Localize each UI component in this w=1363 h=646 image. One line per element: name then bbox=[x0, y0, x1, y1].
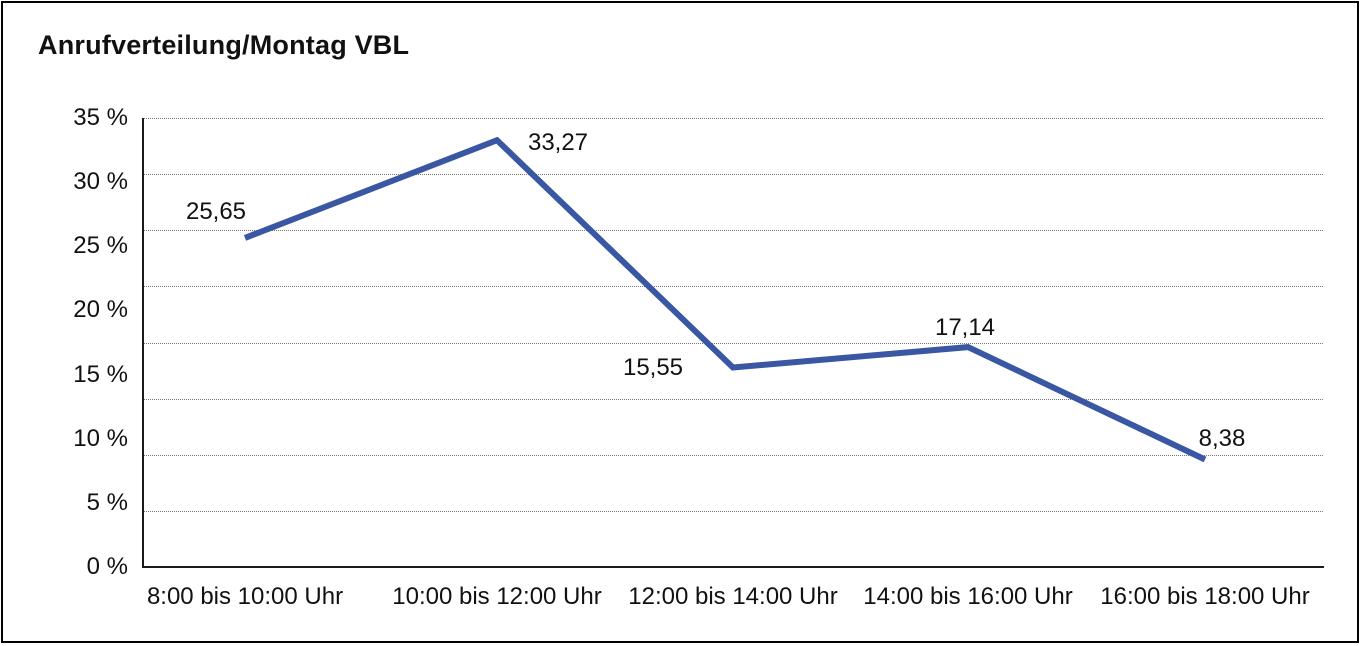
y-axis-line bbox=[142, 118, 144, 568]
y-tick-label: 0 % bbox=[86, 553, 128, 580]
y-tick-label: 35 % bbox=[73, 104, 128, 131]
y-tick-label: 5 % bbox=[86, 488, 128, 516]
data-point-label: 33,27 bbox=[527, 129, 589, 157]
data-point-label: 17,14 bbox=[934, 314, 996, 342]
x-category-label: 8:00 bis 10:00 Uhr bbox=[146, 583, 344, 610]
data-point-label: 15,55 bbox=[622, 353, 684, 381]
y-tick-label: 20 % bbox=[73, 296, 128, 324]
x-category-label: 16:00 bis 18:00 Uhr bbox=[1100, 583, 1310, 610]
x-axis-line bbox=[142, 566, 1324, 568]
gridline bbox=[143, 286, 1323, 288]
y-tick-label: 25 % bbox=[73, 232, 128, 260]
gridline bbox=[143, 118, 1323, 119]
gridline bbox=[143, 510, 1323, 512]
data-series-line bbox=[243, 136, 1207, 463]
x-category-label: 12:00 bis 14:00 Uhr bbox=[628, 583, 838, 610]
x-category-label: 14:00 bis 16:00 Uhr bbox=[863, 583, 1073, 610]
gridline bbox=[143, 342, 1323, 344]
data-point-label: 8,38 bbox=[1198, 425, 1246, 453]
gridline bbox=[143, 398, 1323, 400]
chart-title: Anrufverteilung/Montag VBL bbox=[38, 30, 410, 60]
y-tick-label: 10 % bbox=[73, 424, 128, 452]
y-tick-label: 15 % bbox=[73, 360, 128, 388]
gridline bbox=[143, 174, 1323, 176]
x-category-label: 10:00 bis 12:00 Uhr bbox=[392, 583, 602, 610]
gridline bbox=[143, 454, 1323, 456]
gridline bbox=[143, 230, 1323, 232]
data-point-label: 25,65 bbox=[185, 197, 247, 225]
y-tick-label: 30 % bbox=[73, 168, 128, 196]
